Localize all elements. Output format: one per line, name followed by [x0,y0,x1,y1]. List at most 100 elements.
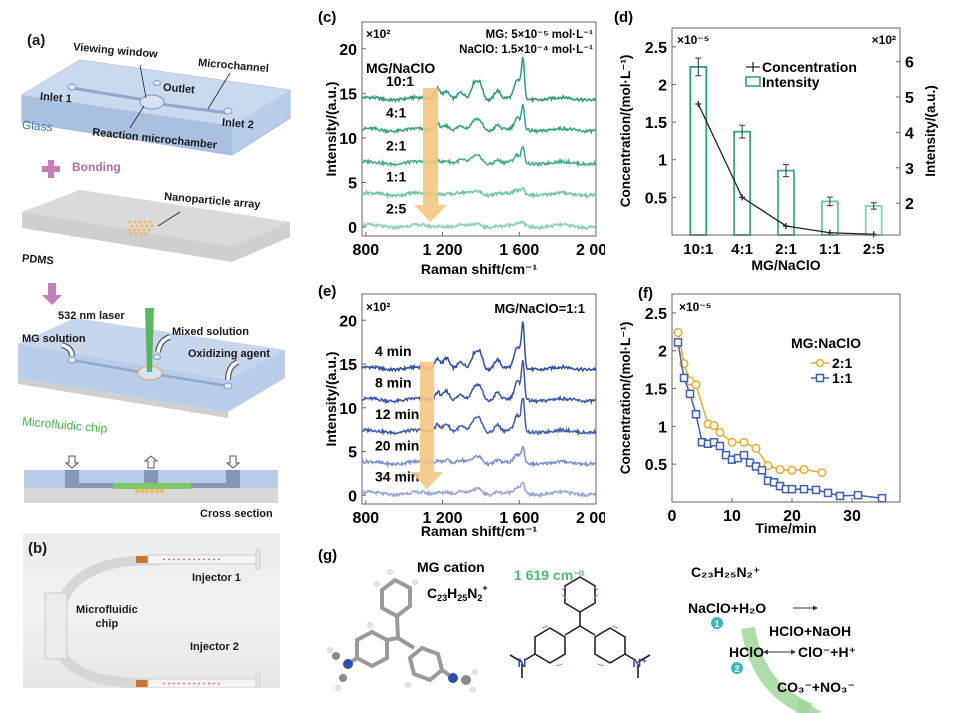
panel-g: N N⁺ 1 619 cm⁻¹ (g) MG cation C23H25N2+ … [318,547,856,713]
y-tick-label: 20 [339,313,357,330]
series-label: 10:1 [386,73,414,89]
down-arrow-icon [48,283,56,295]
data-point [709,421,719,431]
chart-f-legend-title: MG:NaClO [791,335,861,351]
chart-c-annotation-naclo: NaClO: 1.5×10⁻⁴ mol·L⁻¹ [459,44,593,56]
legend-1-1-marker [815,373,825,383]
microchannel-pointer [207,72,231,110]
chart-c-ticks: 0 5 10 15 20 800 1 200 1 600 2 000 [339,42,605,259]
chart-f-xlabel: Time/min [755,520,816,536]
reaction2-right: ClO⁻+H⁺ [798,644,856,660]
concentration-point [783,222,789,229]
series-label: 34 min [375,468,419,484]
chart-d-label: (d) [614,9,633,26]
legend-intensity-swatch [745,76,761,87]
legend-concentration-label: Concentration [762,59,857,75]
step2-badge [731,662,743,674]
data-point [691,380,701,390]
data-point [799,464,809,475]
y-tick-label: 10 [339,401,357,418]
chart-e-scale-note: ×10² [366,300,390,314]
cross-down-arrow-icon-2 [225,455,241,469]
reaction-products: CO₃⁻+NO₃⁻ [777,679,855,695]
intensity-bar [733,130,752,236]
x-tick-label: 800 [352,242,379,259]
data-point [673,338,683,347]
mixed-solution-label: Mixed solution [172,326,249,338]
chart-c: 10:1 4:1 2:1 1:1 2:5 0 5 10 15 20 800 1 200 1 600 2 … [318,9,605,277]
chart-e-annotation: MG/NaClO=1:1 [494,301,585,316]
spectrum-4-min [361,321,597,373]
chart-f-frame [671,293,901,503]
x-tick-label: 10 [723,508,741,525]
concentration-point [695,101,702,108]
injector2-label: Injector 2 [190,641,239,653]
spectrum-12-min [361,397,597,437]
spectrum-8-min [361,359,596,405]
chart-d-frame [671,27,901,236]
inlet2-port [223,107,233,115]
step2-number: 2 [734,664,739,674]
series-label: 1:1 [386,169,406,185]
y-tick-label: 2.5 [645,40,667,57]
y-tick-label: 0.5 [645,190,667,207]
data-point [787,484,797,494]
y2-tick-label: 6 [905,55,914,72]
y-tick-label: 0 [348,488,357,505]
series-label: 20 min [375,438,419,454]
legend-2-1-marker [815,358,825,368]
spectrum-1-1 [361,186,597,200]
chart-f: 0.5 1 1.5 2 2.5 0 10 20 30 (f) ×10⁻⁵ Concentrati… [618,285,901,536]
chart-d-ylabel: Concentration/(mol·L⁻¹) [618,55,633,208]
series-label: 2:5 [386,201,406,217]
x-tick-label: 2 000 [576,510,605,527]
y-tick-label: 10 [339,131,357,148]
error-bar [739,124,746,139]
y-tick-label: 2.5 [645,306,667,323]
mg-2d-structure [509,576,651,678]
y-tick-label: 15 [339,357,357,374]
chart-c-xlabel: Raman shift/cm⁻¹ [421,261,538,277]
data-point [715,427,725,437]
y-tick-label: 2 [658,344,667,361]
y-tick-label: 15 [339,86,357,103]
legend-2-1-label: 2:1 [832,355,852,371]
laser-label: 532 nm laser [58,310,125,322]
mg-solution-label: MG solution [22,333,86,345]
channel-left [71,86,146,102]
error-bar [870,202,877,210]
raman-band-label: 1 619 cm⁻¹ [514,567,586,583]
reaction-flow-arrow-icon [741,626,813,713]
cross-section-label: Cross section [200,508,273,520]
chart-e-trend-arrow-icon [411,362,443,489]
x-tick-label: 1:1 [819,241,841,258]
data-point [727,437,737,447]
data-point [751,443,761,453]
panel-b-photo [23,533,280,694]
series-label: 12 min [375,406,419,422]
series-label: 2:1 [386,137,406,153]
cross-up-arrow-icon [143,455,159,469]
chart-c-legend-title: MG/NaClO [366,60,435,76]
chart-e-xlabel: Raman shift/cm⁻¹ [421,523,538,539]
chart-f-content: 0.5 1 1.5 2 2.5 0 10 20 30 [645,306,887,525]
viewing-window-pointer [139,64,147,99]
chart-d-content: 10:1 4:1 2:1 1:1 2:5 0.5 1 1.5 2 2.5 2 3 4 5 6 [645,40,914,258]
chart-c-annotation-mg: MG: 5×10⁻⁵ mol·L⁻¹ [486,29,593,41]
data-point [853,490,863,500]
data-point [787,465,797,475]
iminium-n-label: N⁺ [633,656,648,670]
oxidizing-agent-label: Oxidizing agent [188,348,270,360]
spectrum-4-1 [361,103,596,135]
channel-right [159,102,229,115]
cross-section-nanoparticles [135,489,164,493]
data-point [721,450,731,460]
legend-intensity-label: Intensity [762,74,820,90]
nanoparticle-pointer [157,211,181,227]
data-point [775,464,785,475]
cross-section-pdms [24,488,278,503]
error-bar [783,164,789,178]
chamber-pointer [129,105,145,129]
x-tick-label: 30 [843,508,861,525]
chart-c-scale-note: ×10² [366,27,390,41]
